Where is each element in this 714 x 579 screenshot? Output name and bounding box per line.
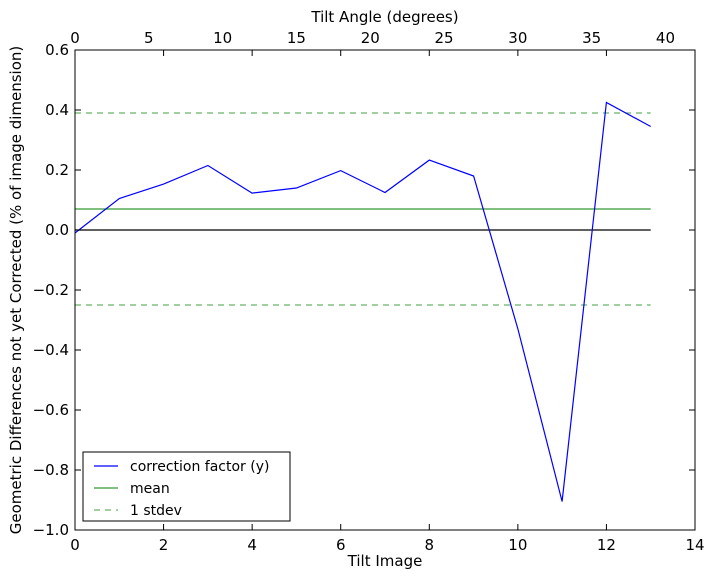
x-tick-label: 8 [425, 536, 435, 554]
x-axis-label: Tilt Image [347, 552, 423, 570]
legend: correction factor (y) mean 1 stdev [82, 451, 291, 522]
top-x-tick-label: 10 [213, 29, 232, 47]
top-x-tick-label: 15 [287, 29, 306, 47]
x-tick-label: 6 [336, 536, 346, 554]
legend-label-mean: mean [130, 481, 170, 497]
y-tick-label: 0.6 [45, 41, 69, 59]
x-tick-label: 10 [508, 536, 527, 554]
x-tick-label: 2 [159, 536, 169, 554]
x-tick-label: 0 [70, 536, 80, 554]
y-tick-label: 0.2 [45, 161, 69, 179]
y-tick-label: −0.8 [33, 461, 69, 479]
x-tick-label: 12 [597, 536, 616, 554]
legend-label-correction: correction factor (y) [130, 459, 269, 475]
y-tick-label: −1.0 [33, 521, 69, 539]
top-x-tick-label: 0 [70, 29, 80, 47]
top-x-axis-label: Tilt Angle (degrees) [310, 8, 458, 26]
y-tick-label: 0.4 [45, 101, 69, 119]
top-x-tick-label: 20 [361, 29, 380, 47]
top-x-tick-label: 25 [435, 29, 454, 47]
y-tick-label: 0.0 [45, 221, 69, 239]
series-layer [74, 101, 651, 502]
legend-label-stdev: 1 stdev [130, 503, 182, 519]
top-x-tick-label: 40 [656, 29, 675, 47]
y-tick-label: −0.2 [33, 281, 69, 299]
x-tick-label: 4 [247, 536, 257, 554]
ticks-layer: 0 2 4 6 8 10 12 14 0 5 10 15 20 25 30 35 40 −1.0 −0.8 −0.6 −… [33, 29, 705, 554]
top-x-tick-label: 30 [508, 29, 527, 47]
y-tick-label: −0.4 [33, 341, 69, 359]
y-tick-label: −0.6 [33, 401, 69, 419]
series-line-0 [74, 101, 651, 502]
plot-background [75, 50, 695, 530]
x-tick-label: 14 [685, 536, 704, 554]
y-axis-label: Geometric Differences not yet Corrected … [7, 46, 25, 535]
top-x-tick-label: 35 [582, 29, 601, 47]
top-x-tick-label: 5 [144, 29, 154, 47]
